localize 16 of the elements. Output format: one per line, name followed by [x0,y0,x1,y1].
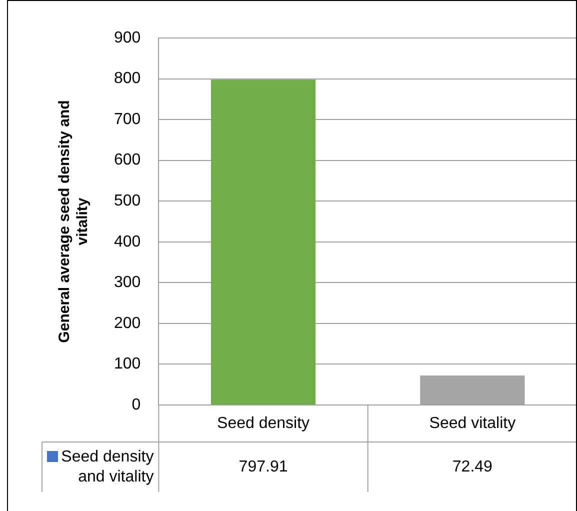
y-tick-label: 200 [114,314,141,332]
y-tick-label: 700 [114,110,141,128]
x-tick-label: Seed vitality [429,414,516,432]
text: Seed density and vitality [61,448,154,486]
y-tick-label: 100 [114,356,141,373]
x-tick-label: Seed density [217,414,310,432]
data-label: 72.49 [452,458,493,476]
y-tick-label: 600 [114,152,141,169]
data-label: 797.91 [238,458,288,476]
y-axis-title: General average seed density and vitality [56,100,92,343]
y-tick-label: 800 [114,70,141,88]
y-tick-label: 900 [114,29,141,46]
y-tick-label: 400 [114,233,141,250]
y-tick-label: 0 [132,396,141,414]
y-tick-label: 300 [114,274,141,292]
y-tick-label: 500 [114,192,141,210]
